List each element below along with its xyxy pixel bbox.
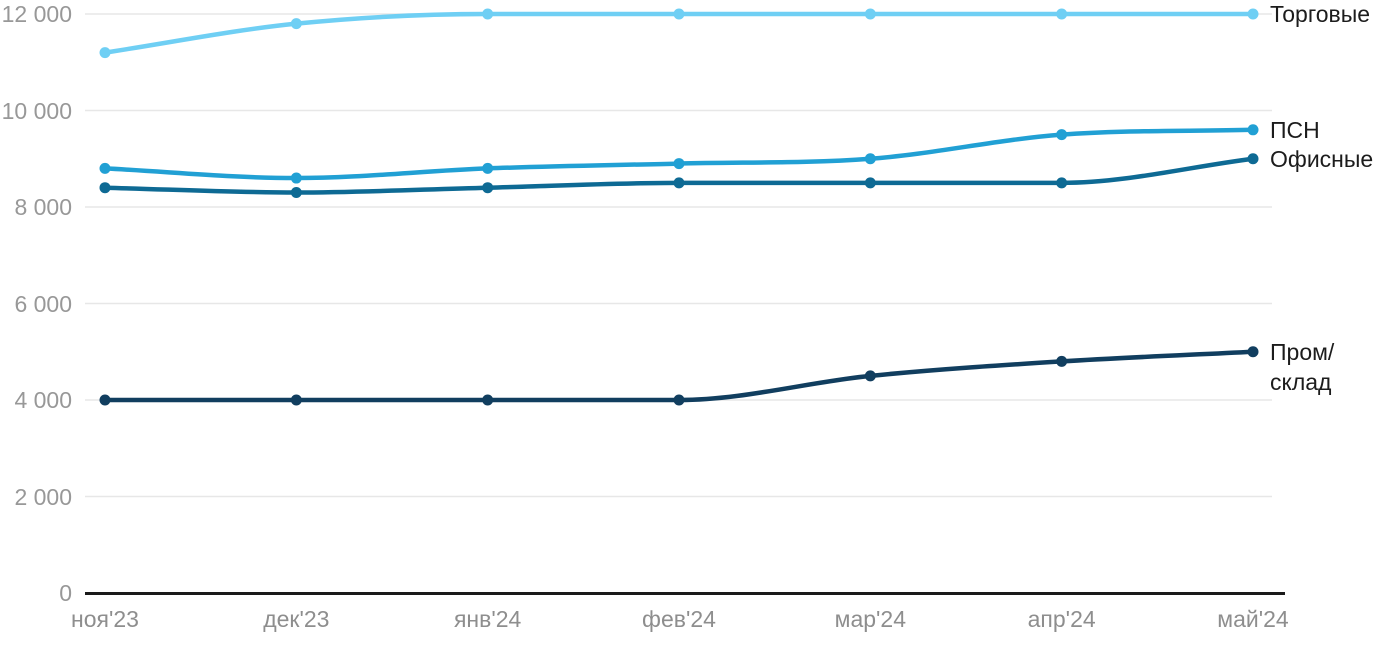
data-point[interactable] xyxy=(99,162,111,174)
series-label-0: Торговые xyxy=(1270,1,1371,27)
series-label-1: ПСН xyxy=(1270,116,1320,143)
y-axis-tick-label: 2 000 xyxy=(14,483,72,510)
x-axis-tick-label: дек'23 xyxy=(263,606,330,632)
series-line-0 xyxy=(102,11,1256,55)
data-point[interactable] xyxy=(482,162,494,174)
series-line-3 xyxy=(102,349,1256,403)
y-axis-tick-label: 6 000 xyxy=(14,290,72,317)
data-point[interactable] xyxy=(290,18,302,30)
data-point[interactable] xyxy=(1247,124,1259,136)
series-line-1 xyxy=(102,127,1256,181)
x-axis-tick-label: мар'24 xyxy=(834,606,907,632)
y-axis-tick-label: 12 000 xyxy=(1,1,72,27)
data-point[interactable] xyxy=(99,182,111,194)
data-point[interactable] xyxy=(482,182,494,194)
x-axis-tick-label: янв'24 xyxy=(453,606,522,632)
data-point[interactable] xyxy=(290,172,302,184)
data-point[interactable] xyxy=(864,153,876,165)
data-point[interactable] xyxy=(673,8,685,20)
data-point[interactable] xyxy=(290,394,302,406)
series-label-2: Офисные xyxy=(1270,145,1374,172)
series-label-3: Пром/ склад xyxy=(1270,338,1335,395)
data-point[interactable] xyxy=(99,47,111,59)
x-axis-tick-label: апр'24 xyxy=(1027,606,1096,632)
data-point[interactable] xyxy=(864,8,876,20)
data-point[interactable] xyxy=(1247,346,1259,358)
data-point[interactable] xyxy=(1247,153,1259,165)
data-point[interactable] xyxy=(482,394,494,406)
y-axis-tick-label: 8 000 xyxy=(14,194,72,220)
data-point[interactable] xyxy=(673,177,685,189)
data-point[interactable] xyxy=(1056,129,1068,141)
y-axis-tick-label: 0 xyxy=(59,580,72,606)
data-point[interactable] xyxy=(290,187,302,199)
x-axis-tick-label: май'24 xyxy=(1217,606,1289,632)
data-point[interactable] xyxy=(1056,177,1068,189)
data-point[interactable] xyxy=(864,370,876,382)
y-axis-tick-label: 10 000 xyxy=(1,97,72,124)
data-point[interactable] xyxy=(864,177,876,189)
data-point[interactable] xyxy=(673,394,685,406)
data-point[interactable] xyxy=(1056,8,1068,20)
data-point[interactable] xyxy=(482,8,494,20)
x-axis-tick-label: ноя'23 xyxy=(71,606,139,632)
x-axis-tick-label: фев'24 xyxy=(642,606,716,632)
data-point[interactable] xyxy=(1247,8,1259,20)
y-axis-tick-label: 4 000 xyxy=(14,387,72,413)
data-point[interactable] xyxy=(1056,355,1068,367)
data-point[interactable] xyxy=(99,394,111,406)
data-point[interactable] xyxy=(673,158,685,170)
